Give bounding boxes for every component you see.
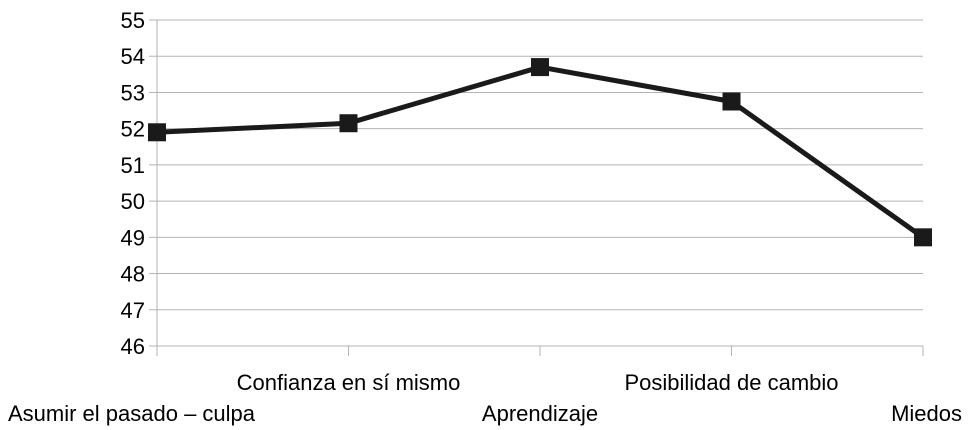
y-axis: 46 47 48 49 50 51 52 53 54 55 — [121, 8, 158, 359]
data-point-marker — [722, 92, 741, 111]
x-category-label: Miedos — [891, 401, 962, 426]
y-tick-label: 47 — [121, 298, 145, 323]
y-tick-label: 51 — [121, 153, 145, 178]
x-category-label: Aprendizaje — [482, 401, 598, 426]
x-category-label: Confianza en sí mismo — [237, 370, 461, 395]
x-category-label: Posibilidad de cambio — [624, 370, 838, 395]
y-tick-label: 52 — [121, 117, 145, 142]
series-layer — [148, 58, 932, 247]
x-category-label: Asumir el pasado – culpa — [8, 401, 256, 426]
y-tick-label: 48 — [121, 262, 145, 287]
y-tick-label: 53 — [121, 80, 145, 105]
x-axis: Asumir el pasado – culpa Confianza en sí … — [8, 346, 962, 426]
data-point-marker — [531, 58, 549, 77]
data-point-marker — [148, 123, 166, 142]
y-tick-label: 55 — [121, 8, 145, 33]
y-tick-label: 50 — [121, 189, 145, 214]
data-point-marker — [339, 114, 358, 133]
data-point-marker — [914, 228, 932, 247]
y-tick-label: 46 — [121, 334, 145, 359]
y-tick-label: 54 — [121, 44, 145, 69]
y-tick-label: 49 — [121, 225, 145, 250]
